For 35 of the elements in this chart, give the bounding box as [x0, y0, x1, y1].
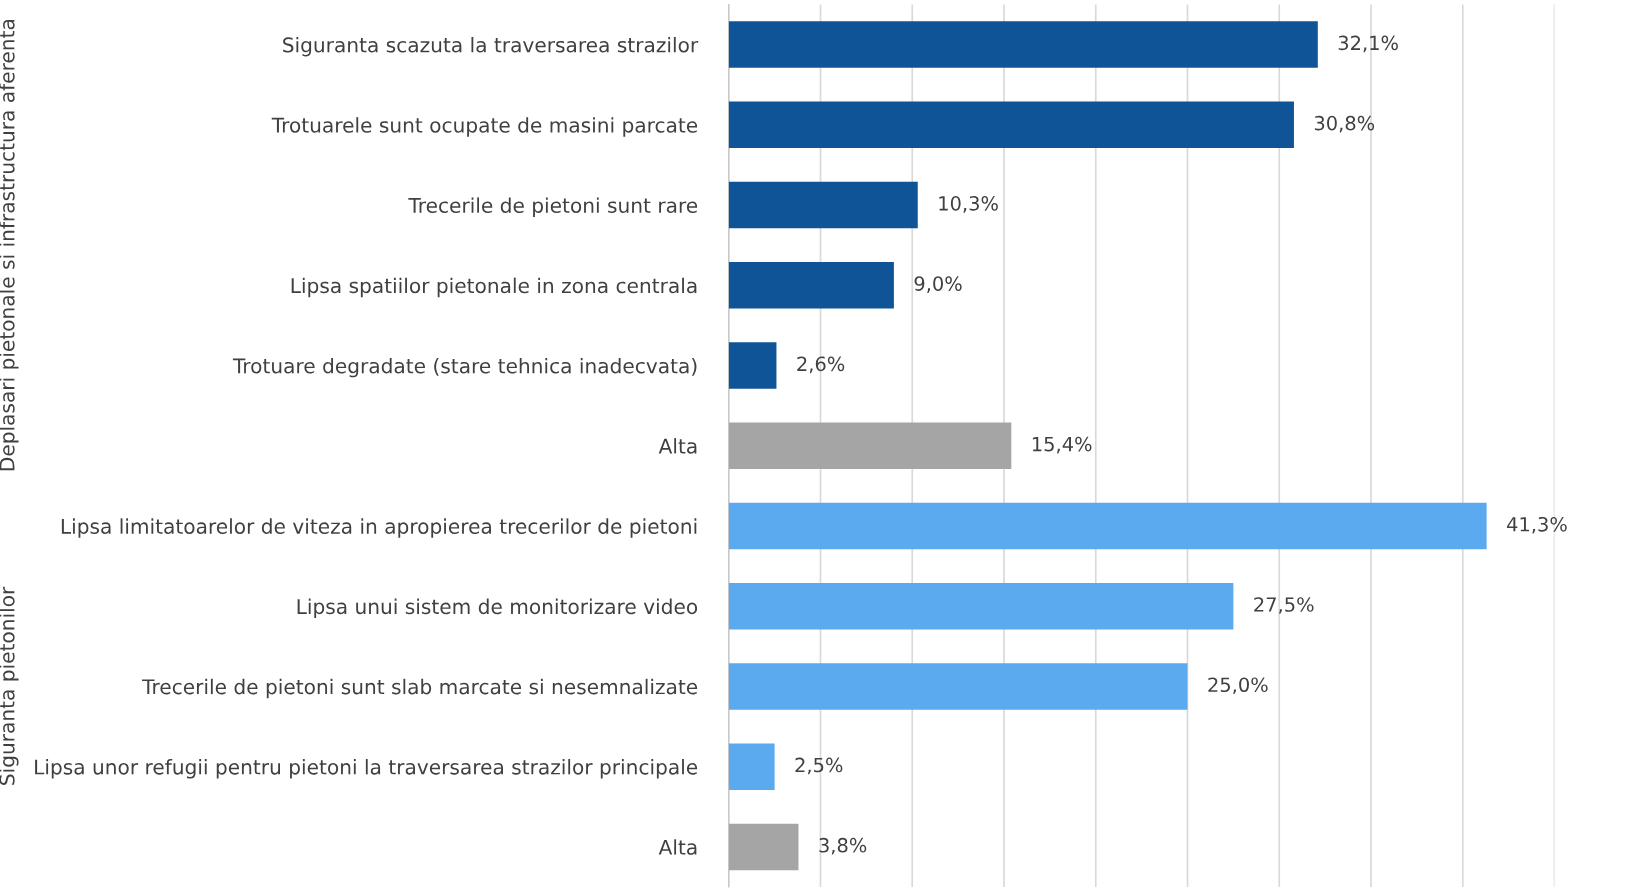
y-tick-label: Lipsa unor refugii pentru pietoni la traversarea strazilor principale [35, 759, 698, 779]
y-tick-label: Trotuare degradate (stare tehnica inadecvata) [232, 357, 697, 378]
bar [728, 342, 777, 389]
bar [728, 582, 1234, 630]
data-label: 30,8% [1314, 115, 1375, 133]
data-label: 25,0% [1208, 677, 1268, 695]
y-tick-label: Trecerile de pietoni sunt rare [408, 197, 698, 217]
bar [728, 502, 1487, 550]
y-tick-label: Siguranta scazuta la traversarea strazilor [283, 36, 699, 57]
data-label: 3,8% [819, 837, 867, 855]
y-tick-label: Trotuarele sunt ocupate de masini parcate [271, 117, 698, 137]
bar [728, 21, 1318, 68]
y-tick-label: Alta [658, 438, 697, 454]
bar [728, 262, 894, 309]
bar [728, 743, 775, 790]
y-axis-title: Deplasari pietonale si infrastructura aferenta [0, 20, 19, 471]
bar [728, 422, 1012, 470]
bar [728, 181, 918, 229]
y-tick-label: Alta [658, 839, 697, 855]
y-axis-title: Siguranta pietonilor [0, 586, 19, 785]
y-tick-label: Trecerile de pietoni sunt slab marcate si nesemnalizate [142, 678, 698, 699]
data-label: 15,4% [1032, 436, 1092, 454]
data-label: 2,5% [795, 757, 843, 775]
bar [728, 101, 1294, 149]
bar [728, 823, 799, 871]
y-tick-label: Lipsa limitatoarelor de viteza in apropierea trecerilor de pietoni [61, 518, 697, 538]
data-label: 41,3% [1507, 516, 1567, 534]
y-tick-label: Lipsa unui sistem de monitorizare video [297, 598, 698, 619]
y-tick-label: Lipsa spatiilor pietonale in zona centrala [291, 277, 697, 298]
data-label: 32,1% [1338, 35, 1398, 53]
data-label: 9,0% [914, 276, 962, 293]
data-label: 10,3% [939, 196, 998, 213]
data-label: 27,5% [1254, 597, 1314, 614]
bar [728, 663, 1188, 710]
data-label: 2,6% [797, 356, 845, 374]
